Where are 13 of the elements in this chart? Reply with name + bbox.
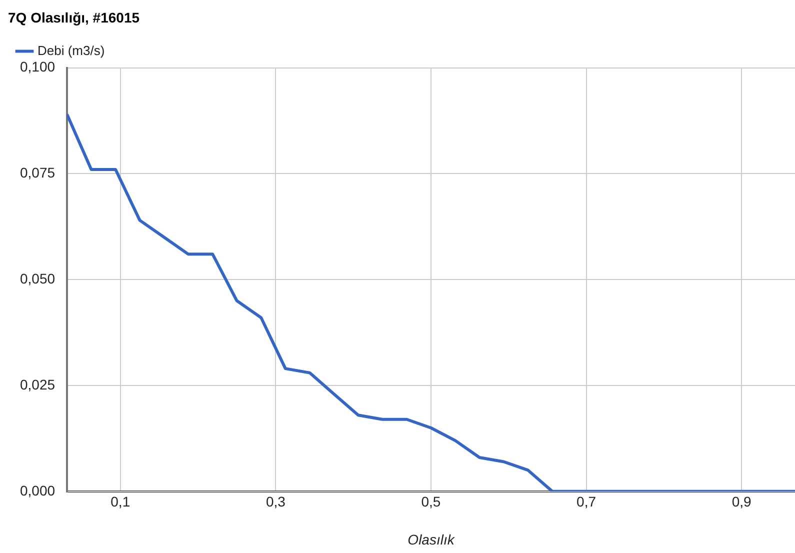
x-tick-label: 0,7 xyxy=(576,494,596,510)
x-axis-title: Olasılık xyxy=(408,531,456,548)
y-tick-label: 0,075 xyxy=(20,164,56,181)
y-tick-label: 0,000 xyxy=(20,482,56,498)
x-tick-label: 0,9 xyxy=(732,494,752,510)
y-tick-label: 0,025 xyxy=(20,376,56,392)
chart-title: 7Q Olasılığı, #16015 xyxy=(8,9,140,26)
x-tick-label: 0,5 xyxy=(421,494,441,510)
x-tick-label: 0,3 xyxy=(266,494,286,510)
legend-label: Debi (m3/s) xyxy=(38,42,105,58)
y-tick-label: 0,100 xyxy=(20,58,56,75)
y-tick-label: 0,050 xyxy=(20,270,56,286)
x-tick-label: 0,1 xyxy=(110,494,130,510)
